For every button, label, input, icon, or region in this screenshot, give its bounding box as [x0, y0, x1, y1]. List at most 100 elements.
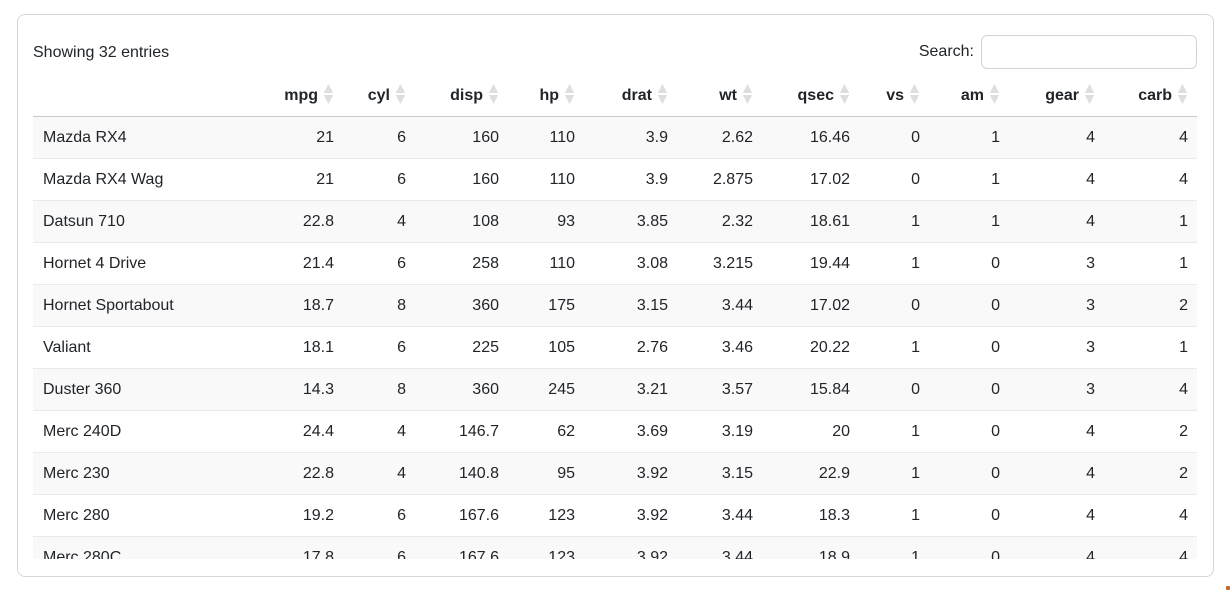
cell-disp: 108 [416, 200, 509, 243]
column-header-drat[interactable]: drat [585, 74, 678, 117]
cell-vs: 0 [860, 158, 930, 201]
cell-am: 0 [930, 242, 1010, 285]
cell-disp: 360 [416, 284, 509, 327]
cell-carb: 2 [1105, 452, 1197, 495]
cell-am: 0 [930, 284, 1010, 327]
cell-am: 0 [930, 368, 1010, 411]
column-header-vs[interactable]: vs [860, 74, 930, 117]
cell-vs: 1 [860, 452, 930, 495]
cell-cyl: 4 [344, 452, 416, 495]
table-row[interactable]: Mazda RX4 21 6 160 110 3.9 2.62 16.46 0 1 4 4 [33, 116, 1197, 159]
sort-both-icon [742, 84, 753, 104]
cell-cyl: 6 [344, 326, 416, 369]
cell-gear: 4 [1010, 536, 1105, 559]
row-name-cell: Hornet 4 Drive [33, 242, 242, 285]
cell-vs: 0 [860, 368, 930, 411]
row-name-cell: Mazda RX4 [43, 129, 127, 146]
row-name-cell: Merc 280C [33, 536, 242, 559]
cell-disp: 160 [416, 158, 509, 201]
cell-carb: 2 [1105, 284, 1197, 327]
table-row[interactable]: Mazda RX4 Wag 21 6 160 110 3.9 2.875 17.02 0 1 4 4 [33, 158, 1197, 201]
cell-drat: 3.9 [645, 129, 668, 146]
cell-mpg: 21 [242, 158, 344, 201]
sort-both-icon [564, 84, 575, 104]
table-scroll-area[interactable]: mpg cyl disp hp drat wt qsec vs am gear carb Mazda… [33, 74, 1197, 559]
cell-hp: 105 [509, 326, 585, 369]
table-row[interactable]: Hornet 4 Drive 21.4 6 258 110 3.08 3.215 19.44 1… [33, 242, 1197, 285]
cell-disp: 146.7 [416, 410, 509, 453]
table-row[interactable]: Hornet Sportabout 18.7 8 360 175 3.15 3.44 17.0… [33, 284, 1197, 327]
table-row[interactable]: Valiant 18.1 6 225 105 2.76 3.46 20.22 1 0 3 1 [33, 326, 1197, 369]
row-name-cell: Merc 240D [33, 410, 242, 453]
cell-gear: 4 [1010, 158, 1105, 201]
cell-disp: 167.6 [416, 536, 509, 559]
cell-hp: 62 [509, 410, 585, 453]
cell-hp: 123 [509, 494, 585, 537]
cell-qsec: 18.61 [763, 200, 860, 243]
cell-carb: 4 [1105, 494, 1197, 537]
cell-gear: 4 [1010, 494, 1105, 537]
sort-both-icon [488, 84, 499, 104]
cell-vs: 1 [860, 200, 930, 243]
cell-carb: 4 [1179, 129, 1188, 146]
column-header-mpg[interactable]: mpg [242, 74, 344, 117]
column-header-am[interactable]: am [930, 74, 1010, 117]
cell-wt: 3.19 [678, 410, 763, 453]
cell-hp: 95 [509, 452, 585, 495]
table-row[interactable]: Merc 280 19.2 6 167.6 123 3.92 3.44 18.3 1 0 4 4 [33, 494, 1197, 537]
sort-both-icon [909, 84, 920, 104]
cell-am: 0 [930, 326, 1010, 369]
sort-both-icon [1177, 84, 1188, 104]
cell-carb: 1 [1105, 242, 1197, 285]
cell-mpg: 18.1 [242, 326, 344, 369]
cell-disp: 140.8 [416, 452, 509, 495]
table-row[interactable]: Merc 280C 17.8 6 167.6 123 3.92 3.44 18.9 1 0 4 4 [33, 536, 1197, 559]
header-row: mpg cyl disp hp drat wt qsec vs am gear carb [33, 74, 1197, 117]
table-row[interactable]: Merc 230 22.8 4 140.8 95 3.92 3.15 22.9 1 0 4 2 [33, 452, 1197, 495]
cell-drat: 3.21 [585, 368, 678, 411]
column-header-carb[interactable]: carb [1105, 74, 1197, 117]
search-input[interactable] [981, 35, 1197, 69]
cell-am: 1 [991, 129, 1000, 146]
column-header-hp[interactable]: hp [509, 74, 585, 117]
cell-vs: 1 [860, 410, 930, 453]
column-header-qsec[interactable]: qsec [763, 74, 860, 117]
screen-artifact [1226, 586, 1230, 590]
cell-vs: 0 [860, 284, 930, 327]
sort-both-icon [395, 84, 406, 104]
sort-both-icon [839, 84, 850, 104]
cell-wt: 3.44 [678, 536, 763, 559]
cell-am: 1 [930, 200, 1010, 243]
column-header-label: cyl [367, 87, 390, 104]
cell-hp: 175 [509, 284, 585, 327]
cell-gear: 4 [1010, 200, 1105, 243]
cell-cyl: 6 [344, 242, 416, 285]
cell-hp: 93 [509, 200, 585, 243]
column-header-cyl[interactable]: cyl [344, 74, 416, 117]
column-header-gear[interactable]: gear [1010, 74, 1105, 117]
cell-carb: 4 [1105, 368, 1197, 411]
cell-vs: 1 [860, 494, 930, 537]
table-row[interactable]: Datsun 710 22.8 4 108 93 3.85 2.32 18.61 1 1 4 1 [33, 200, 1197, 243]
cell-carb: 1 [1105, 200, 1197, 243]
cell-disp: 167.6 [416, 494, 509, 537]
cell-qsec: 15.84 [763, 368, 860, 411]
entries-info-label: Showing 32 entries [33, 44, 170, 61]
column-header-rowname [33, 74, 242, 117]
cell-disp: 225 [416, 326, 509, 369]
column-header-wt[interactable]: wt [678, 74, 763, 117]
cell-qsec: 18.3 [763, 494, 860, 537]
cell-mpg: 22.8 [242, 200, 344, 243]
cell-drat: 3.9 [585, 158, 678, 201]
search-label: Search: [918, 43, 974, 60]
cell-wt: 3.44 [678, 284, 763, 327]
cell-drat: 2.76 [585, 326, 678, 369]
table-row[interactable]: Merc 240D 24.4 4 146.7 62 3.69 3.19 20 1 0 4 2 [33, 410, 1197, 453]
cell-gear: 4 [1010, 410, 1105, 453]
column-header-label: wt [719, 87, 737, 104]
table-row[interactable]: Duster 360 14.3 8 360 245 3.21 3.57 15.84 0 0 3 4 [33, 368, 1197, 411]
cell-carb: 2 [1105, 410, 1197, 453]
cell-drat: 3.92 [585, 494, 678, 537]
column-header-disp[interactable]: disp [416, 74, 509, 117]
cell-qsec: 20.22 [763, 326, 860, 369]
